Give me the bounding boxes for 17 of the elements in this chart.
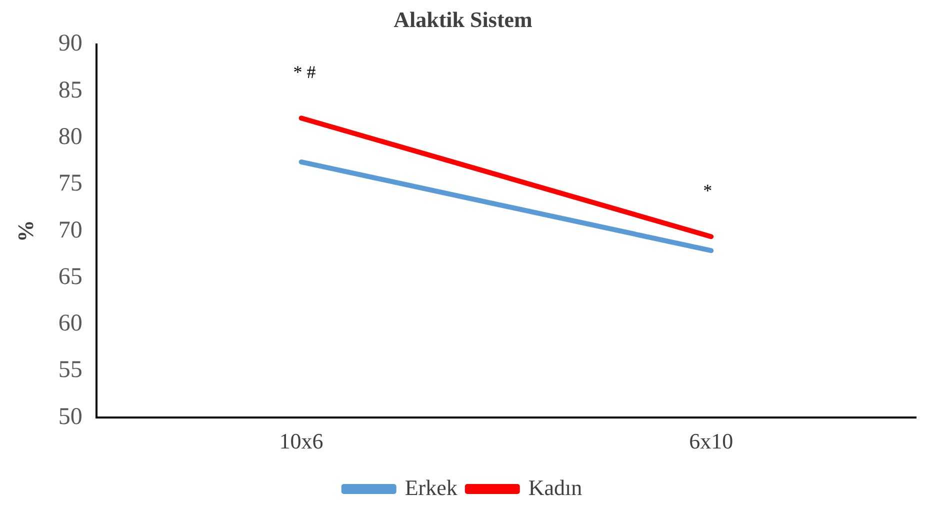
y-tick-label: 75 xyxy=(58,170,82,197)
y-tick-label: 85 xyxy=(58,77,82,104)
x-tick-label: 10x6 xyxy=(279,428,324,454)
legend-label: Kadın xyxy=(528,474,582,500)
y-tick-label: 55 xyxy=(58,357,82,384)
y-tick-label: 80 xyxy=(58,124,82,150)
y-tick-label: 50 xyxy=(58,404,82,430)
y-axis-title: % xyxy=(12,220,38,242)
x-tick-label: 6x10 xyxy=(689,428,734,454)
annotation: * xyxy=(703,180,712,200)
y-tick-label: 65 xyxy=(58,264,82,290)
legend-label: Erkek xyxy=(404,474,458,500)
annotation: * # xyxy=(293,62,316,82)
y-tick-label: 60 xyxy=(58,310,82,337)
y-tick-label: 70 xyxy=(58,217,82,244)
y-tick-label: 90 xyxy=(58,30,82,57)
chart-title: Alaktik Sistem xyxy=(394,6,532,32)
